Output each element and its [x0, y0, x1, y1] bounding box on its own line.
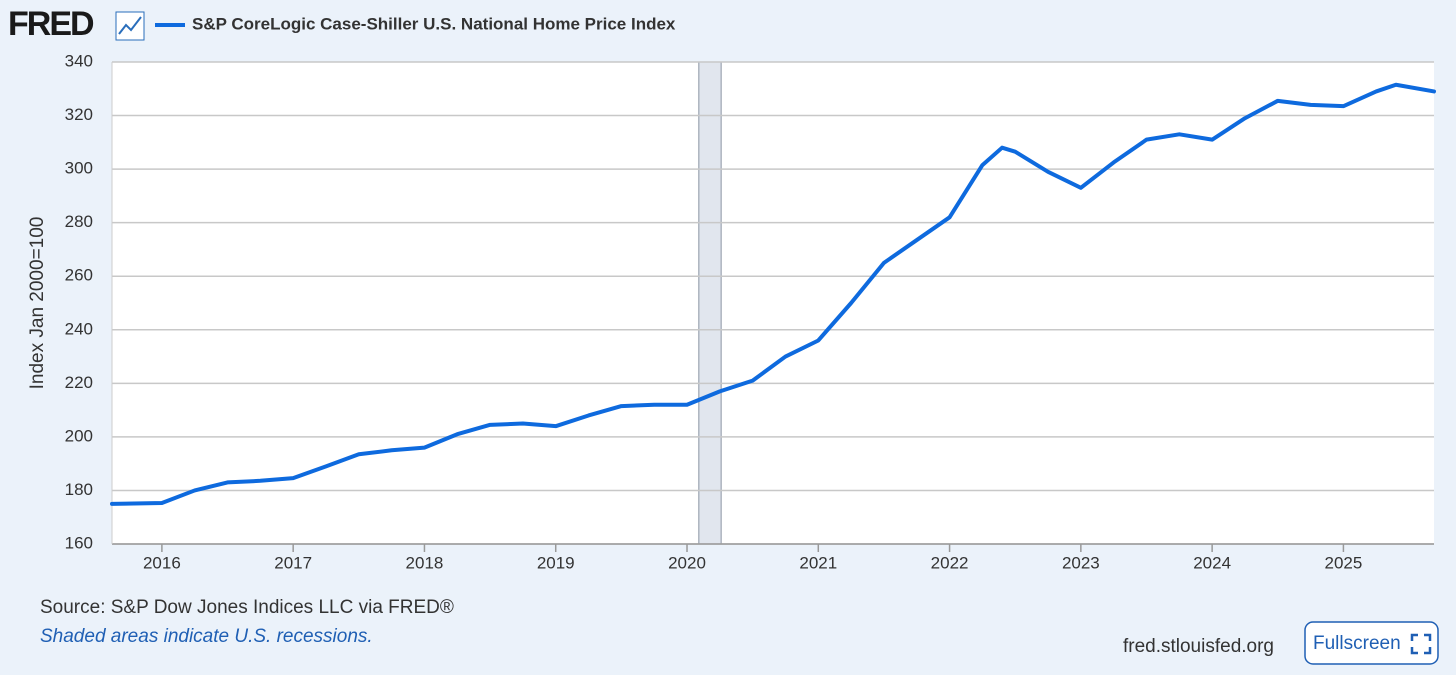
button-label[interactable]: Fullscreen: [1313, 633, 1401, 654]
x-tick-label: 2024: [1193, 553, 1231, 572]
x-tick-label: 2016: [143, 553, 181, 572]
recession-band: [698, 61, 722, 545]
series-line: [110, 82, 1436, 506]
y-tick-label: 340: [65, 51, 93, 70]
y-tick-label: 240: [65, 319, 93, 338]
y-tick-label: 160: [65, 533, 93, 552]
y-tick-label: 320: [65, 105, 93, 124]
y-tick-label: 220: [65, 373, 93, 392]
logo: FRED: [8, 5, 94, 43]
recession-note: Shaded areas indicate U.S. recessions.: [40, 626, 373, 647]
site-url: fred.stlouisfed.org: [1123, 636, 1274, 657]
y-tick-label: 280: [65, 212, 93, 231]
button-icon[interactable]: [1410, 633, 1432, 655]
y-tick-label: 180: [65, 480, 93, 499]
source: Source: S&P Dow Jones Indices LLC via FR…: [40, 597, 454, 618]
button-frame[interactable]: [1304, 621, 1439, 665]
y-tick-label: 260: [65, 266, 93, 285]
x-tick-label: 2025: [1325, 553, 1363, 572]
fullscreen-button[interactable]: Fullscreen: [1304, 621, 1439, 665]
x-tick-label: 2023: [1062, 553, 1100, 572]
logo-icon: [115, 11, 145, 41]
x-tick-label: 2022: [931, 553, 969, 572]
legend-label: S&P CoreLogic Case-Shiller U.S. National…: [192, 14, 676, 33]
x-tick-label: 2018: [406, 553, 444, 572]
x-tick-label: 2019: [537, 553, 575, 572]
y-axis-label: Index Jan 2000=100: [27, 217, 48, 390]
x-tick-label: 2021: [799, 553, 837, 572]
x-tick-label: 2020: [668, 553, 706, 572]
y-tick-label: 300: [65, 159, 93, 178]
x-tick-label: 2017: [274, 553, 312, 572]
logo-icon-line: [118, 16, 142, 35]
plot: [110, 61, 1436, 552]
y-tick-label: 200: [65, 426, 93, 445]
